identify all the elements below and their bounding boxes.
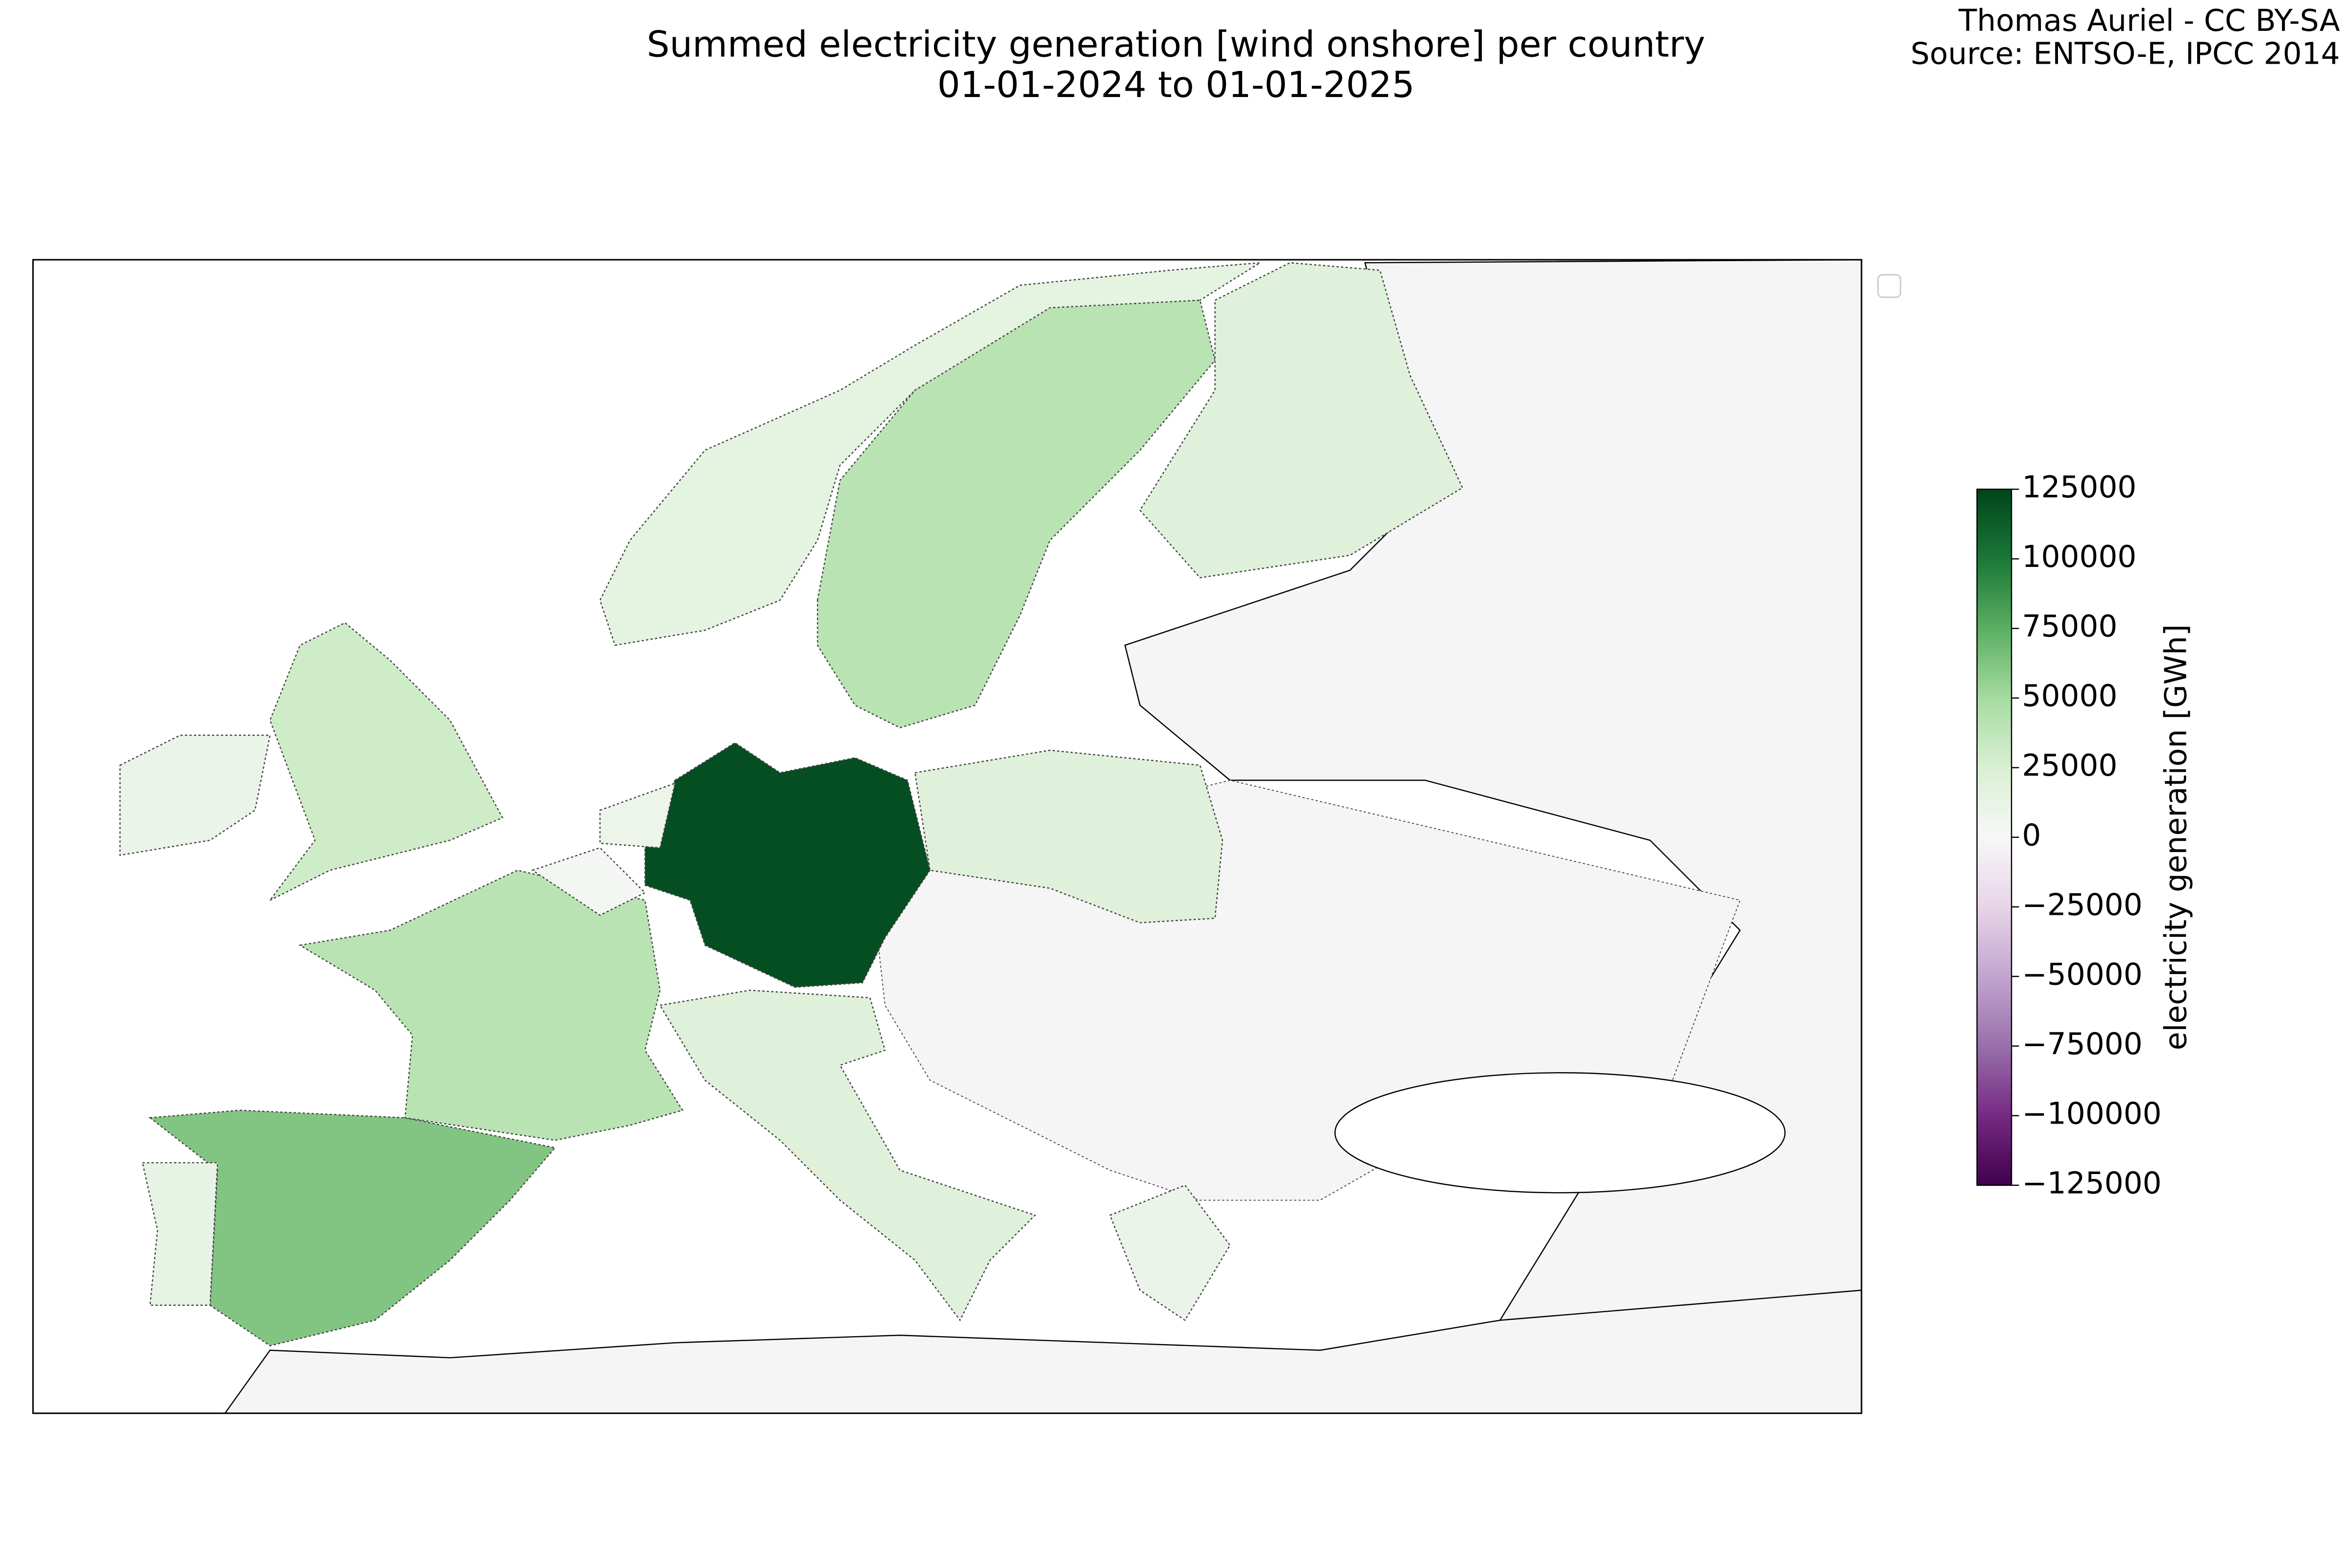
region: [119, 735, 271, 856]
regions: [119, 262, 1464, 1347]
credit: Source: ENTSO-E, IPCC 2014: [1911, 36, 2340, 71]
region: [599, 782, 676, 849]
colorbar-tick-label: −75000: [2022, 1027, 2143, 1061]
map-subtitle: 01-01-2024 to 01-01-2025: [937, 64, 1415, 106]
region: [817, 299, 1216, 729]
region: [142, 1162, 219, 1306]
region: [599, 262, 1261, 646]
colorbar: [1976, 489, 2012, 1186]
sea: [1334, 1072, 1786, 1194]
region: [644, 742, 931, 988]
region: [914, 749, 1224, 924]
region: [1139, 262, 1464, 579]
colorbar-tick-label: 0: [2022, 818, 2041, 853]
region: [269, 622, 504, 901]
colorbar-tick-label: 50000: [2022, 679, 2118, 713]
colorbar-tick-label: 75000: [2022, 609, 2118, 644]
colorbar-tick-label: −125000: [2022, 1166, 2162, 1200]
colorbar-tick-label: −25000: [2022, 887, 2143, 922]
region: [659, 989, 1036, 1322]
map-frame: [32, 259, 1862, 1414]
land-no-data: [224, 1289, 1862, 1414]
colorbar-tick-label: 100000: [2022, 539, 2137, 574]
colorbar-label: electricity generation [GWh]: [2158, 624, 2193, 1050]
region: [531, 847, 646, 916]
legend-box: [1877, 274, 1902, 298]
credit: Thomas Auriel - CC BY-SA: [1958, 3, 2340, 38]
colorbar-tick-label: −50000: [2022, 957, 2143, 992]
map-title: Summed electricity generation [wind onsh…: [647, 24, 1705, 65]
region: [1109, 1184, 1231, 1322]
colorbar-tick-label: 125000: [2022, 470, 2137, 505]
colorbar-tick-label: −100000: [2022, 1096, 2162, 1131]
colorbar-tick-label: 25000: [2022, 748, 2118, 783]
region: [298, 869, 684, 1141]
